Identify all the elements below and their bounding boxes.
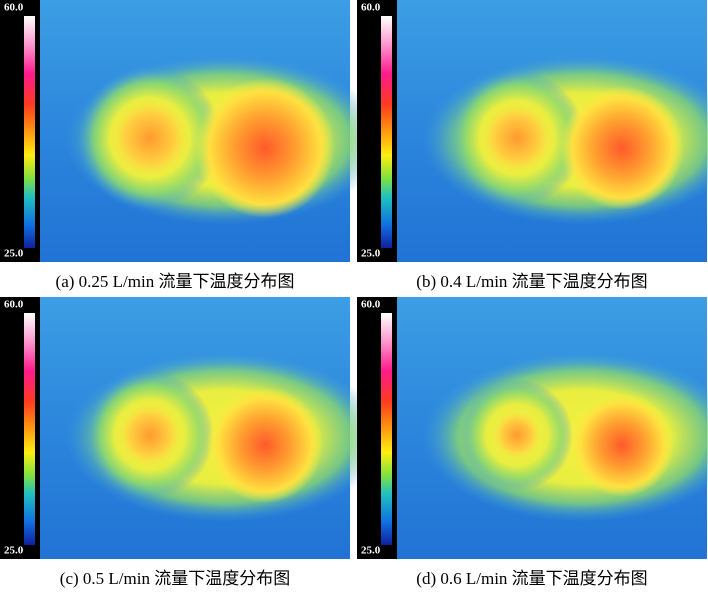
hot-spot [479,100,555,176]
panel: 60.0 25.0 (a) 0.25 L/min 流量下温度分布图 [0,0,385,291]
scale-max: 60.0 [361,2,381,14]
hot-spot [491,409,543,461]
scale-max: 60.0 [361,299,381,311]
scale-min: 25.0 [361,248,381,260]
thermal-image: 60.0 25.0 [357,0,708,262]
hot-spot [116,401,184,469]
scale-min: 25.0 [361,545,381,557]
panel: 60.0 25.0 (b) 0.4 L/min 流量下温度分布图 [357,0,708,291]
scale-max: 60.0 [4,299,24,311]
thermal-image: 60.0 25.0 [357,297,708,559]
hot-spot [207,387,323,503]
caption: (b) 0.4 L/min 流量下温度分布图 [416,272,647,291]
caption: (a) 0.25 L/min 流量下温度分布图 [56,272,295,291]
scale-max: 60.0 [4,2,24,14]
color-bar [24,313,35,545]
panel: 60.0 25.0 (d) 0.6 L/min 流量下温度分布图 [357,297,708,588]
caption: (c) 0.5 L/min 流量下温度分布图 [60,569,290,588]
thermal-image: 60.0 25.0 [0,0,385,262]
thermal-image: 60.0 25.0 [0,297,385,559]
color-bar [24,16,35,248]
color-bar [381,313,392,545]
scale-min: 25.0 [4,545,24,557]
color-bar [381,16,392,248]
hot-spot [108,96,192,180]
scale-min: 25.0 [4,248,24,260]
panel: 60.0 25.0 (c) 0.5 L/min 流量下温度分布图 [0,297,385,588]
hot-spot [560,86,684,210]
caption: (d) 0.6 L/min 流量下温度分布图 [416,569,647,588]
hot-spot [195,78,335,218]
hot-spot [570,393,674,497]
